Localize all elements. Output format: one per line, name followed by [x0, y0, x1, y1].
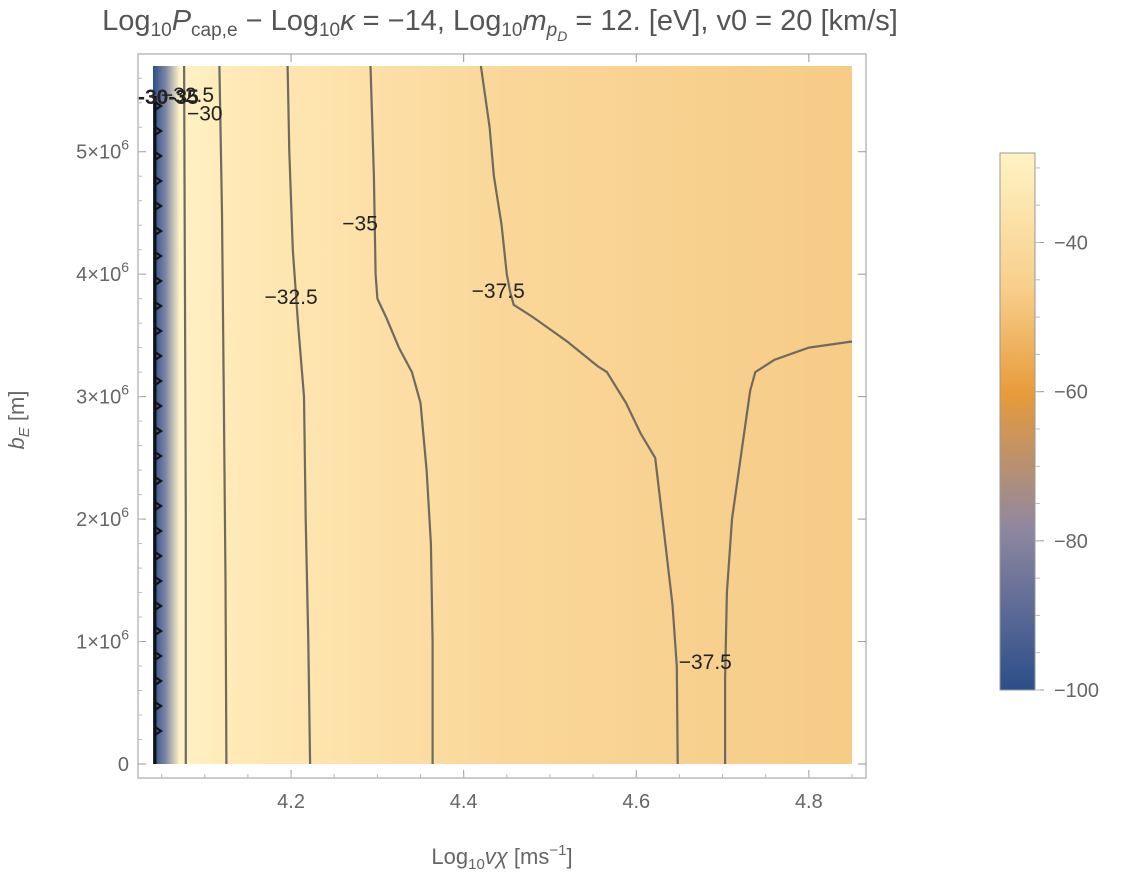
x-axis-ticks: 4.2 4.4 4.6 4.8 — [161, 54, 853, 813]
edge-chevron — [154, 426, 163, 436]
colorbar — [999, 152, 1036, 691]
contour-label: −32.5 — [265, 286, 318, 309]
colorbar-ticks: −40 −60 −80 −100 — [1035, 167, 1099, 702]
edge-chevron — [154, 526, 163, 536]
y-tick-label: 2×106 — [76, 504, 129, 531]
edge-chevron — [154, 651, 163, 661]
contour-line — [724, 340, 853, 764]
edge-chevron — [154, 151, 163, 161]
edge-chevron — [154, 676, 163, 686]
chart-title: Log10Pcap,e − Log10κ = −14, Log10mpD = 1… — [102, 5, 898, 44]
edge-chevron — [154, 701, 163, 711]
colorbar-tick-label: −80 — [1054, 531, 1088, 553]
edge-chevron — [154, 326, 163, 336]
contour-label: −37.5 — [472, 280, 525, 303]
edge-chevron — [154, 626, 163, 636]
contour-line — [479, 65, 679, 765]
contour-labels: −30−32.5−35−37.5−37.5−32.5 — [161, 84, 732, 674]
colorbar-tick-label: −40 — [1054, 233, 1088, 255]
edge-chevron — [154, 226, 163, 236]
edge-chevron — [154, 126, 163, 136]
edge-chevron — [154, 376, 163, 386]
edge-chevron — [154, 401, 163, 411]
contour-label: −32.5 — [161, 84, 214, 107]
contour-line — [183, 65, 187, 764]
y-tick-label: 0 — [118, 754, 129, 776]
edge-marks — [153, 96, 163, 764]
edge-chevron — [154, 201, 163, 211]
contour-label: −30 — [187, 103, 223, 126]
edge-chevron — [154, 501, 163, 511]
x-tick-label: 4.4 — [450, 791, 478, 813]
contour-line — [286, 65, 312, 765]
edge-chevron — [154, 601, 163, 611]
x-tick-label: 4.2 — [277, 791, 305, 813]
y-tick-label: 5×106 — [76, 137, 129, 164]
contour-line — [218, 65, 228, 765]
contour-line — [369, 65, 434, 764]
contour-label: −35 — [342, 213, 378, 236]
y-tick-label: 1×106 — [76, 627, 129, 654]
contour-label: −37.5 — [679, 651, 732, 674]
edge-chevron — [154, 476, 163, 486]
edge-chevron — [154, 451, 163, 461]
y-tick-label: 3×106 — [76, 382, 129, 409]
contour-lines — [183, 65, 853, 765]
density-field — [153, 66, 852, 764]
y-axis-label: bE [m] — [4, 391, 33, 450]
x-tick-label: 4.6 — [622, 791, 650, 813]
clutter-label: -30-35 — [138, 86, 199, 109]
edge-chevron — [154, 576, 163, 586]
x-axis-label: Log10vχ [ms−1] — [431, 842, 572, 873]
edge-chevron — [154, 101, 163, 111]
x-tick-label: 4.8 — [795, 791, 823, 813]
edge-chevron — [154, 726, 163, 736]
colorbar-tick-label: −60 — [1054, 382, 1088, 404]
y-axis-ticks: 0 1×106 2×106 3×106 4×106 5×106 — [76, 77, 866, 776]
y-tick-label: 4×106 — [76, 259, 129, 286]
edge-chevron — [154, 551, 163, 561]
edge-chevron — [154, 251, 163, 261]
edge-chevron — [154, 351, 163, 361]
colorbar-tick-label: −100 — [1054, 680, 1099, 702]
edge-chevron — [154, 301, 163, 311]
edge-chevron — [154, 276, 163, 286]
edge-chevron — [154, 176, 163, 186]
